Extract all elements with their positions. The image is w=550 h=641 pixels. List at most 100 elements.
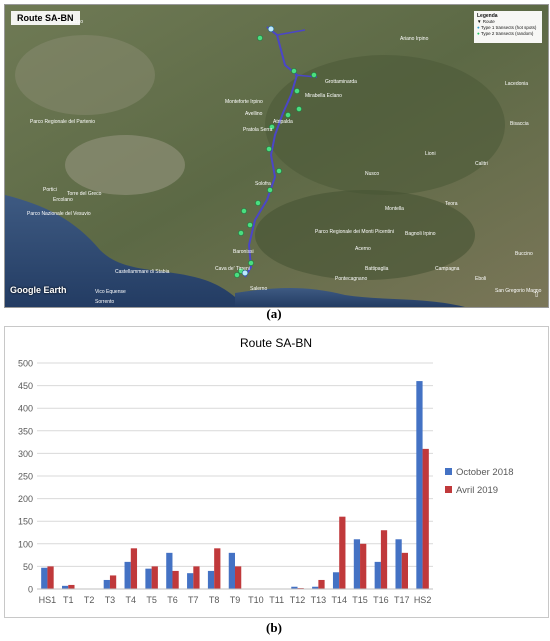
transect-marker	[266, 146, 272, 152]
y-tick-label: 250	[18, 472, 33, 482]
x-tick-label: T6	[167, 595, 178, 605]
legend-label: Avril 2019	[456, 485, 498, 496]
bar-HS2-series-1	[416, 381, 423, 589]
mountain-area	[255, 190, 475, 280]
x-tick-label: T9	[230, 595, 241, 605]
place-label: Ercolano	[53, 197, 73, 203]
place-label: Battipaglia	[365, 266, 389, 272]
transect-marker	[311, 72, 317, 78]
place-labels: CaiazzoGrottaminardaMirabella EclanoAvel…	[27, 19, 542, 305]
transect-marker	[296, 106, 302, 112]
legend-item-type1-label: Type 1 transects (hot spots)	[480, 25, 537, 30]
place-label: Bisaccia	[510, 121, 529, 127]
legend-title: Legenda	[477, 13, 498, 19]
place-label: Buccino	[515, 251, 533, 257]
transect-marker	[255, 200, 261, 206]
x-tick-label: T16	[373, 595, 389, 605]
place-label: Vico Equense	[95, 289, 126, 295]
place-label: Solofra	[255, 181, 271, 187]
gulf-of-salerno	[235, 288, 465, 307]
transect-marker	[276, 168, 282, 174]
place-label: San Gregorio Magno	[495, 288, 542, 294]
mountain-area	[265, 55, 505, 195]
transect-marker	[247, 222, 253, 228]
bar-T15-series-1	[353, 539, 361, 589]
place-label: Grottaminarda	[325, 79, 357, 85]
transect-marker	[269, 124, 275, 130]
bar-T16-series-2	[380, 530, 388, 589]
transect-marker	[234, 272, 240, 278]
y-tick-label: 350	[18, 426, 33, 436]
place-label: Pontecagnano	[335, 276, 367, 282]
place-label: Salerno	[250, 286, 267, 292]
x-tick-label: T2	[84, 595, 95, 605]
transect-marker	[248, 260, 254, 266]
y-tick-label: 100	[18, 539, 33, 549]
bar-T7-series-2	[193, 566, 200, 589]
bar-T6-series-1	[166, 552, 173, 589]
place-label: Parco Regionale dei Monti Picentini	[315, 229, 394, 235]
chart-title: Route SA-BN	[240, 336, 312, 350]
bar-T15-series-2	[360, 543, 367, 589]
bar-HS1-series-1	[41, 567, 48, 589]
caption-a: (a)	[266, 306, 282, 321]
x-tick-label: HS2	[414, 595, 432, 605]
x-tick-label: T3	[105, 595, 116, 605]
place-label: Monteforte Irpino	[225, 99, 263, 105]
urban-area	[65, 135, 185, 195]
transect-marker	[285, 112, 291, 118]
place-label: Baronissi	[233, 249, 254, 255]
place-label: Lioni	[425, 151, 436, 157]
bar-T7-series-1	[187, 573, 194, 589]
transect-marker	[291, 68, 297, 74]
place-label: Portici	[43, 187, 57, 193]
x-tick-label: T10	[248, 595, 264, 605]
place-label: Avellino	[245, 111, 263, 117]
place-label: Atripalda	[273, 119, 293, 125]
place-label: Mirabella Eclano	[305, 93, 342, 99]
legend-swatch	[445, 486, 452, 493]
bay-of-naples	[5, 195, 245, 307]
legend-swatch	[445, 468, 452, 475]
bar-T3-series-2	[109, 575, 117, 589]
x-tick-label: T7	[188, 595, 199, 605]
place-label: Campagna	[435, 266, 460, 272]
place-label: Parco Regionale del Partenio	[30, 119, 95, 125]
google-earth-watermark: Google Earth	[10, 285, 67, 295]
y-axis-ticks: 0 50 100 150 200 250 300 350 400 450 500	[18, 359, 33, 595]
place-label: Nusco	[365, 171, 379, 177]
legend-item-type2-label: Type 2 transects (random)	[480, 31, 534, 36]
legend-item-type1: ● Type 1 transects (hot spots)	[477, 25, 537, 30]
transect-markers	[234, 35, 317, 278]
bar-T14-series-1	[332, 572, 340, 589]
place-label: Montella	[385, 206, 404, 212]
bar-HS1-series-2	[47, 566, 54, 589]
y-tick-label: 400	[18, 404, 33, 414]
place-label: Calitri	[475, 161, 488, 167]
y-tick-label: 200	[18, 494, 33, 504]
bar-T17-series-2	[401, 552, 408, 589]
y-tick-label: 450	[18, 381, 33, 391]
legend-item-route: ▼ Route	[477, 19, 495, 24]
x-tick-label: T8	[209, 595, 220, 605]
x-tick-label: T4	[126, 595, 137, 605]
y-tick-label: 0	[28, 585, 33, 595]
north-arrow-icon: ⇧	[533, 290, 540, 299]
bars	[41, 381, 429, 589]
x-tick-label: T1	[63, 595, 74, 605]
legend-item-route-label: Route	[482, 19, 495, 24]
bar-T4-series-2	[130, 548, 138, 589]
x-tick-label: T11	[269, 595, 284, 605]
satellite-map: CaiazzoGrottaminardaMirabella EclanoAvel…	[4, 4, 549, 308]
place-label: Teora	[445, 201, 458, 207]
y-tick-label: 50	[23, 562, 33, 572]
bar-T6-series-2	[172, 570, 179, 589]
place-label: Lacedonia	[505, 81, 528, 87]
x-axis-ticks: HS1 T1 T2 T3 T4 T5 T6 T7 T8 T9 T10 T11 T12 T13 T14 T15 T…	[37, 588, 433, 605]
place-label: Ariano Irpino	[400, 36, 429, 42]
bar-T13-series-2	[318, 579, 325, 589]
caption-b: (b)	[266, 620, 282, 635]
map-background: CaiazzoGrottaminardaMirabella EclanoAvel…	[5, 5, 548, 307]
x-tick-label: T14	[331, 595, 347, 605]
bar-T5-series-1	[145, 568, 152, 589]
